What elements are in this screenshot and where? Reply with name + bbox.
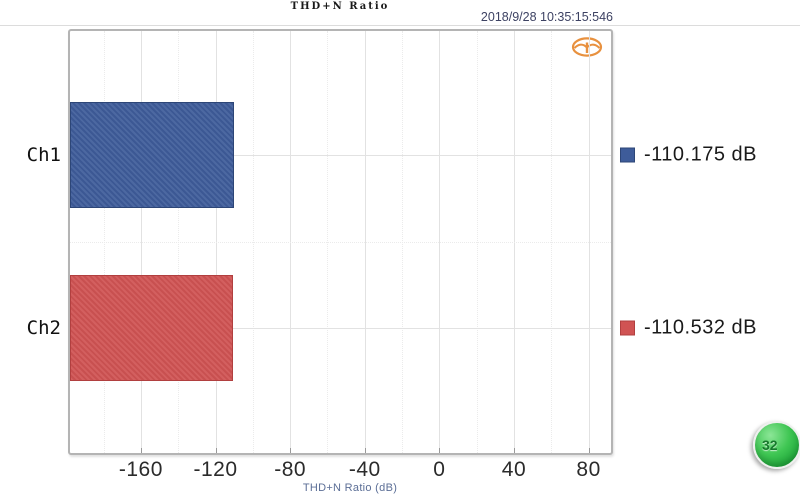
category-label-ch1: Ch1 (26, 144, 61, 167)
legend-value-ch1: -110.175 dB (644, 143, 757, 166)
category-label-ch2: Ch2 (26, 317, 61, 340)
legend-value-ch2: -110.532 dB (644, 316, 757, 339)
screen-count-badge-label: 32 (762, 437, 778, 453)
x-tick-label: 0 (433, 458, 446, 481)
x-tick-label: -40 (348, 458, 381, 481)
x-axis-tick (364, 448, 366, 453)
screen-count-badge[interactable]: 32 (753, 421, 800, 469)
x-axis-tick (290, 448, 292, 453)
x-axis-tick (439, 448, 441, 453)
gridline-horizontal-major (70, 328, 611, 330)
timestamp: 2018/9/28 10:35:15:546 (480, 10, 613, 24)
plot-area (68, 29, 613, 455)
legend-item-ch1: -110.175 dB (620, 144, 757, 167)
bar-ch2 (70, 275, 234, 382)
x-axis-label: THD+N Ratio (dB) (302, 482, 398, 494)
x-tick-label: -80 (274, 458, 307, 481)
x-axis-tick (588, 448, 590, 453)
x-axis-tick (140, 448, 142, 453)
legend-swatch-ch1 (620, 147, 635, 163)
legend-swatch-ch2 (620, 320, 635, 336)
top-separator (0, 25, 800, 26)
x-tick-label: -160 (118, 458, 163, 481)
x-tick-label: 40 (501, 458, 527, 481)
x-tick-label: 80 (576, 458, 601, 481)
x-tick-label: -120 (193, 458, 238, 481)
bar-ch1 (70, 102, 234, 209)
gridline-horizontal-minor (70, 242, 611, 243)
chart-title: THD+N Ratio (290, 1, 390, 12)
x-axis-tick (513, 448, 515, 453)
gridline-horizontal-major (70, 155, 611, 157)
x-axis-tick (215, 448, 217, 453)
brand-emblem-icon (571, 37, 603, 57)
legend-item-ch2: -110.532 dB (620, 317, 757, 340)
